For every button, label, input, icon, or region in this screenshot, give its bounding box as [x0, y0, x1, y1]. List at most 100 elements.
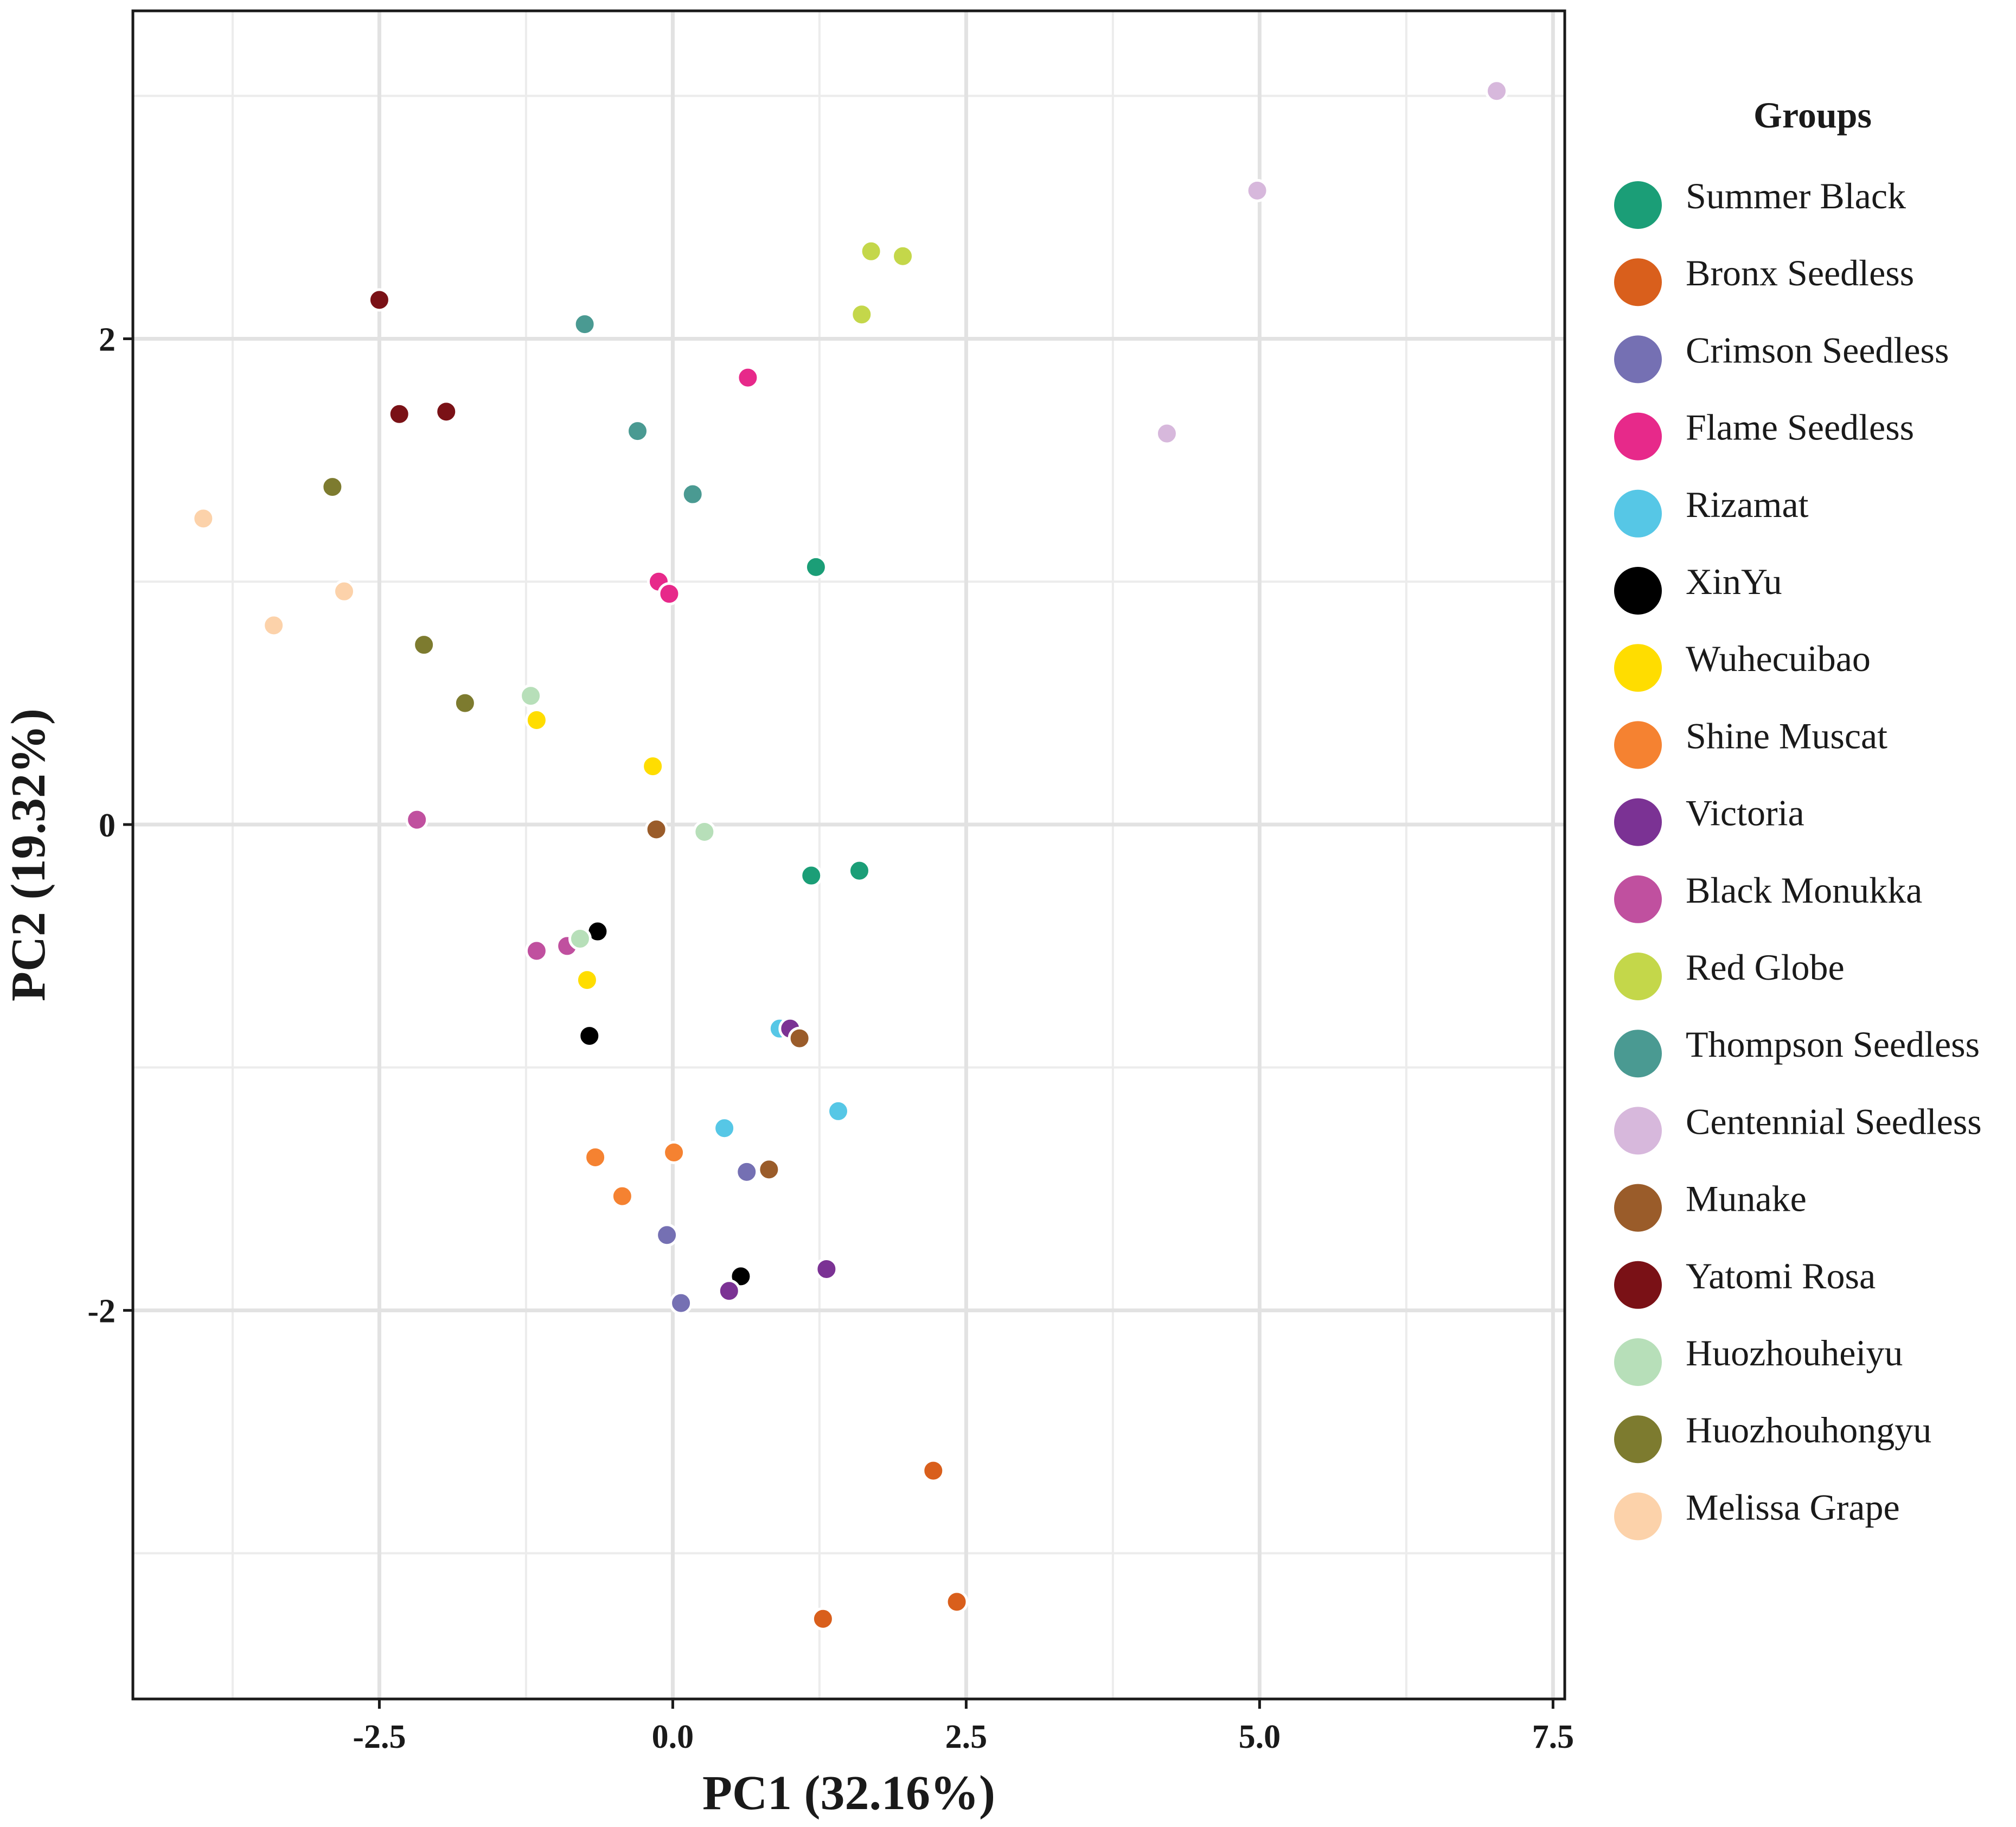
series-shine-muscat — [584, 1141, 686, 1208]
plot-border — [131, 9, 1566, 1701]
legend-key — [1614, 798, 1662, 846]
data-point — [945, 1590, 969, 1614]
legend-item: Munake — [1614, 1178, 1807, 1232]
legend-title: Groups — [1753, 94, 1872, 136]
data-point — [625, 419, 649, 443]
series-huozhouheiyu — [519, 684, 716, 950]
data-point — [524, 939, 548, 963]
data-point — [434, 400, 458, 424]
data-point — [1484, 79, 1508, 103]
data-point — [453, 691, 477, 715]
series-munake — [644, 817, 811, 1181]
data-point — [387, 402, 411, 426]
data-point — [847, 859, 871, 883]
y-tick-label: 2 — [99, 321, 116, 358]
legend-label: Yatomi Rosa — [1686, 1255, 1876, 1296]
legend-key — [1614, 181, 1662, 229]
data-point — [693, 820, 716, 844]
legend-key — [1614, 1415, 1662, 1464]
data-point — [921, 1459, 945, 1483]
data-point — [524, 708, 548, 732]
x-tick-label: 5.0 — [1239, 1719, 1281, 1755]
data-point — [681, 482, 705, 506]
data-point — [321, 475, 344, 499]
legend-item: Victoria — [1614, 793, 1804, 846]
series-black-monukka — [405, 808, 579, 963]
data-point — [584, 1145, 607, 1169]
data-point — [405, 808, 429, 832]
legend-label: Victoria — [1686, 793, 1804, 834]
series-wuhecuibao — [524, 708, 665, 992]
data-point — [610, 1184, 634, 1208]
data-point — [191, 507, 215, 531]
x-tick-label: 2.5 — [945, 1719, 988, 1755]
data-point — [713, 1116, 737, 1140]
legend: Groups Summer Black Bronx Seedless Crimson… — [1614, 94, 1982, 1541]
series-centennial-seedless — [1155, 79, 1508, 445]
legend-key — [1614, 1184, 1662, 1232]
grid-lines — [133, 11, 1565, 1699]
legend-key — [1614, 1107, 1662, 1155]
axes: -2.5 0.0 2.5 5.0 7.5 -2 0 2 — [87, 321, 1574, 1755]
x-axis-title: PC1 (32.16%) — [702, 1766, 995, 1820]
legend-item: Crimson Seedless — [1614, 329, 1949, 384]
legend-item: Summer Black — [1614, 175, 1906, 229]
legend-key — [1614, 644, 1662, 692]
series-thompson-seedless — [573, 312, 705, 506]
data-point — [804, 555, 828, 579]
legend-item: Melissa Grape — [1614, 1486, 1900, 1541]
data-point — [573, 312, 597, 336]
data-point — [662, 1141, 686, 1165]
legend-label: Crimson Seedless — [1686, 329, 1949, 370]
data-point — [799, 864, 823, 887]
data-point — [657, 582, 681, 606]
data-point — [1245, 178, 1269, 202]
data-point — [757, 1158, 781, 1181]
legend-item: Flame Seedless — [1614, 407, 1914, 461]
legend-key — [1614, 335, 1662, 384]
legend-label: Bronx Seedless — [1686, 252, 1914, 293]
x-tick-label: -2.5 — [353, 1719, 406, 1755]
legend-item: Shine Muscat — [1614, 715, 1887, 769]
legend-key — [1614, 1492, 1662, 1541]
legend-key — [1614, 1338, 1662, 1386]
legend-label: Red Globe — [1686, 947, 1845, 988]
series-yatomi-rosa — [367, 288, 458, 426]
legend-label: Summer Black — [1686, 175, 1906, 216]
data-point — [332, 579, 356, 603]
legend-label: Huozhouhongyu — [1686, 1409, 1931, 1451]
data-point — [735, 1160, 759, 1184]
legend-item: Wuhecuibao — [1614, 638, 1871, 692]
legend-label: Munake — [1686, 1178, 1807, 1219]
data-point — [655, 1223, 679, 1247]
legend-label: Flame Seedless — [1686, 407, 1914, 448]
series-flame-seedless — [647, 366, 760, 606]
data-point — [891, 244, 915, 268]
data-point — [644, 817, 668, 841]
legend-item: Yatomi Rosa — [1614, 1255, 1876, 1309]
data-point — [859, 239, 883, 263]
legend-key — [1614, 412, 1662, 461]
legend-label: Melissa Grape — [1686, 1486, 1900, 1528]
data-point — [578, 1024, 601, 1048]
data-point — [367, 288, 391, 312]
y-tick-label: 0 — [99, 807, 116, 844]
series-summer-black — [799, 555, 871, 887]
x-tick-label: 7.5 — [1532, 1719, 1575, 1755]
series-huozhouhongyu — [321, 475, 477, 715]
data-point — [717, 1279, 741, 1303]
data-point — [575, 968, 599, 992]
data-point — [1155, 421, 1179, 445]
legend-item: Thompson Seedless — [1614, 1024, 1980, 1078]
legend-key — [1614, 567, 1662, 615]
plot-background — [133, 11, 1565, 1699]
legend-key — [1614, 721, 1662, 769]
legend-item: Bronx Seedless — [1614, 252, 1914, 306]
legend-label: Shine Muscat — [1686, 715, 1887, 756]
legend-label: Huozhouheiyu — [1686, 1332, 1903, 1374]
legend-key — [1614, 1261, 1662, 1309]
series-red-globe — [850, 239, 915, 327]
x-tick-label: 0.0 — [652, 1719, 694, 1755]
